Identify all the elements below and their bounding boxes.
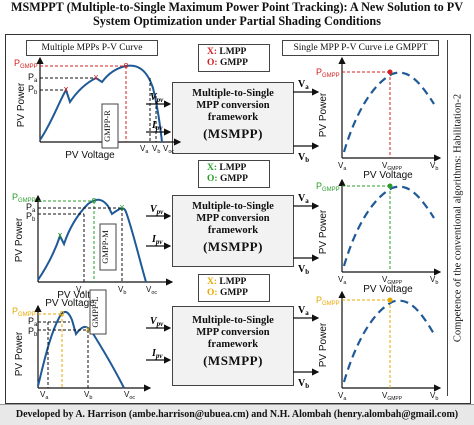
legend-x-symbol: X: xyxy=(207,47,218,57)
legend-o-text: GMPP xyxy=(219,174,248,184)
box-line-3: framework xyxy=(207,112,259,123)
right-header: Single MPP P-V Curve i.e GMPPT xyxy=(282,40,439,56)
box-line-4: (MSMPP) xyxy=(203,239,263,254)
box-line-2: MPP conversion xyxy=(196,100,270,111)
box-line-4: (MSMPP) xyxy=(203,126,263,141)
legend-1: X: LMPP O: GMPP xyxy=(198,44,270,72)
page-title: MSMPPT (Multiple-to-Single Maximum Power… xyxy=(0,0,474,28)
left-header: Multiple MPPs P-V Curve xyxy=(26,40,158,56)
diagram-frame xyxy=(5,34,471,404)
msmpp-box-2: Multiple-to-Single MPP conversion framew… xyxy=(172,195,294,267)
box-line-3: framework xyxy=(207,225,259,236)
side-caption-panel: Competence of the conventional algorithm… xyxy=(447,40,468,396)
legend-o-text: GMPP xyxy=(219,58,248,68)
msmpp-box-1: Multiple-to-Single MPP conversion framew… xyxy=(172,82,294,154)
box-line-1: Multiple-to-Single xyxy=(192,201,274,212)
legend-3: X: LMPP O: GMPP xyxy=(198,274,270,302)
legend-x-text: LMPP xyxy=(219,163,247,173)
box-line-2: MPP conversion xyxy=(196,213,270,224)
footer-credits: Developed by A. Harrison (ambe.harrison@… xyxy=(0,404,474,425)
box-line-1: Multiple-to-Single xyxy=(192,88,274,99)
legend-o-text: GMPP xyxy=(219,288,248,298)
legend-2: X: LMPP O: GMPP xyxy=(198,160,270,188)
legend-x-symbol: X: xyxy=(207,277,218,287)
side-caption: Competence of the conventional algorithm… xyxy=(452,93,464,343)
box-line-4: (MSMPP) xyxy=(203,353,263,368)
title-line-2: System Optimization under Partial Shadin… xyxy=(93,14,381,28)
legend-x-text: LMPP xyxy=(219,277,247,287)
legend-o-symbol: O: xyxy=(207,288,218,298)
box-line-1: Multiple-to-Single xyxy=(192,315,274,326)
legend-x-symbol: X: xyxy=(207,163,218,173)
box-line-2: MPP conversion xyxy=(196,327,270,338)
legend-o-symbol: O: xyxy=(207,58,218,68)
msmpp-box-3: Multiple-to-Single MPP conversion framew… xyxy=(172,306,294,386)
legend-o-symbol: O: xyxy=(207,174,218,184)
title-line-1: MSMPPT (Multiple-to-Single Maximum Power… xyxy=(10,0,464,14)
box-line-3: framework xyxy=(207,339,259,350)
legend-x-text: LMPP xyxy=(219,47,247,57)
